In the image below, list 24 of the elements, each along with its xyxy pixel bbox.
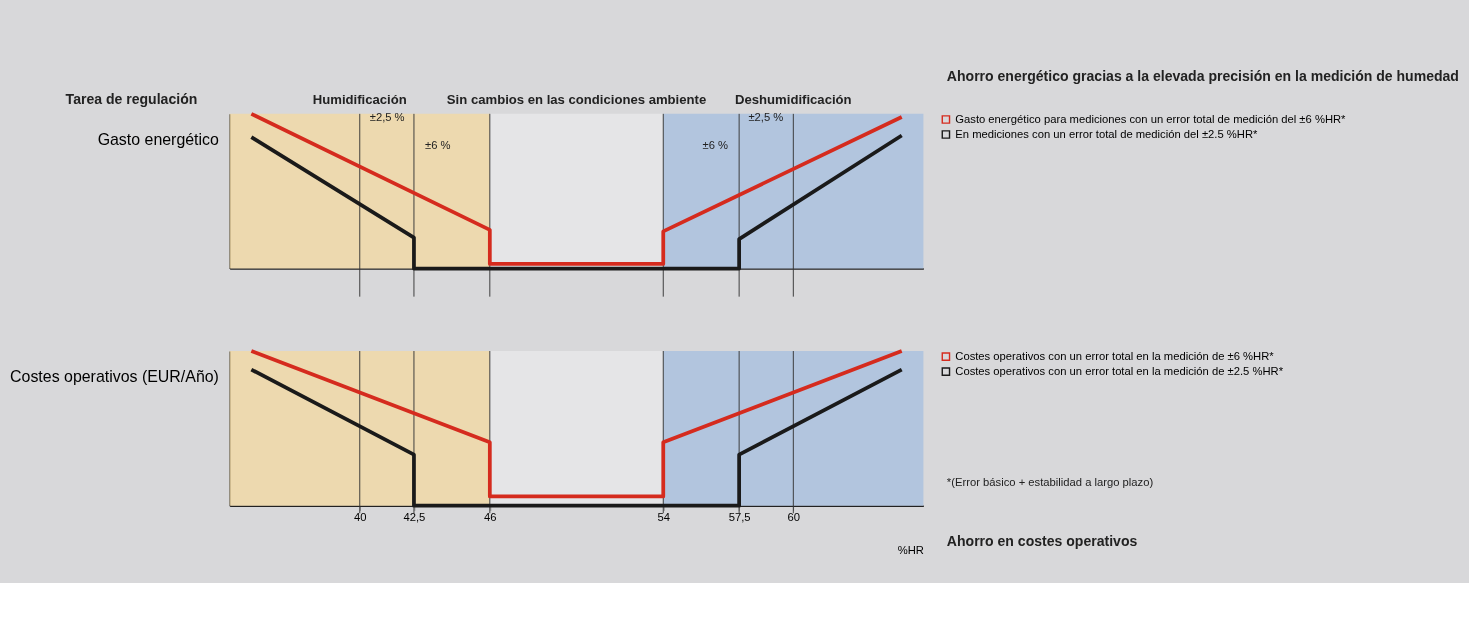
legend-label: En mediciones con un error total de medición del ±2.5 %HR* [955, 128, 1259, 141]
band-label: Deshumidificación [735, 91, 852, 107]
x-tick-label: 42,5 [403, 511, 426, 524]
annotation: ±6 % [702, 139, 729, 152]
x-tick-label: 54 [657, 511, 670, 524]
y-axis-title: Costes operativos (EUR/Año) [10, 367, 219, 385]
annotation: ±2,5 % [369, 111, 405, 124]
annotation: ±2,5 % [748, 111, 784, 124]
band-label: Sin cambios en las condiciones ambiente [446, 91, 707, 107]
text: Ahorro en costes operativos [946, 533, 1138, 550]
text: *(Error básico + estabilidad a largo plazo) [946, 476, 1154, 489]
x-axis-title: %HR [897, 543, 924, 556]
annotation: ±6 % [425, 139, 451, 152]
legend-label: Gasto energético para mediciones con un error total de medición del ±6 %HR* [955, 113, 1347, 126]
x-tick-label: 57,5 [728, 511, 751, 524]
x-tick-label: 46 [484, 511, 497, 524]
text: Ahorro energético gracias a la elevada precisión en la medición de humedad [946, 68, 1459, 85]
band-label: Humidificación [312, 91, 407, 107]
text: Tarea de regulación [65, 90, 198, 107]
y-axis-title: Gasto energético [97, 130, 220, 148]
legend-label: Costes operativos con un error total en la medición de ±2.5 %HR* [955, 365, 1284, 378]
x-tick-label: 40 [353, 511, 367, 524]
legend-label: Costes operativos con un error total en la medición de ±6 %HR* [955, 350, 1275, 363]
x-tick-label: 60 [787, 511, 801, 524]
